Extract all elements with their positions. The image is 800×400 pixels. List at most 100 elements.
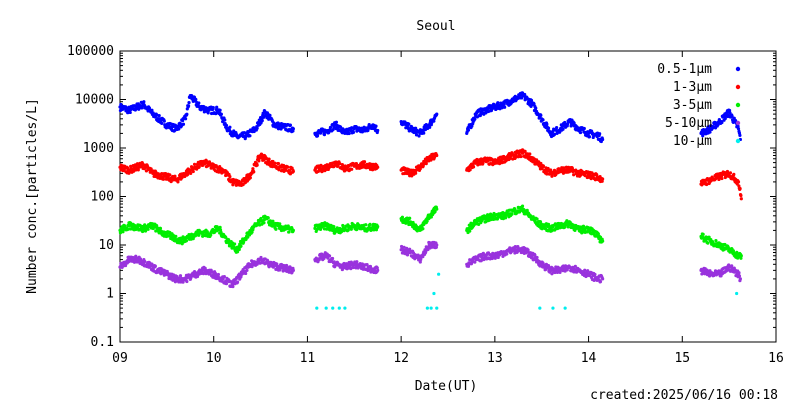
data-point	[552, 168, 557, 172]
data-point	[206, 111, 210, 115]
data-point	[513, 207, 517, 211]
data-point	[545, 122, 549, 126]
data-point	[235, 280, 240, 284]
x-tick-label: 10	[206, 351, 222, 366]
data-point	[291, 129, 295, 133]
x-tick-label: 14	[581, 351, 597, 366]
legend-label: 0.5-1μm	[657, 62, 712, 77]
data-point	[496, 255, 500, 260]
data-point	[237, 247, 241, 252]
data-point	[346, 228, 350, 232]
data-point	[708, 130, 712, 134]
data-point	[601, 137, 605, 142]
data-point	[286, 165, 290, 169]
legend-marker	[735, 120, 741, 126]
data-point	[330, 256, 335, 261]
data-point	[706, 241, 710, 245]
data-point	[136, 168, 140, 172]
data-point	[730, 114, 734, 118]
data-point	[736, 180, 741, 184]
data-point	[586, 269, 590, 273]
data-point	[197, 233, 201, 237]
data-point	[271, 219, 275, 223]
data-point	[338, 162, 342, 166]
data-point	[351, 265, 356, 270]
data-point	[331, 128, 335, 132]
data-point	[355, 227, 359, 232]
data-point	[739, 254, 743, 258]
data-point	[222, 274, 226, 279]
data-point	[535, 255, 539, 260]
data-point	[547, 224, 551, 228]
data-point	[355, 260, 359, 264]
data-point	[123, 263, 128, 268]
data-point	[228, 175, 232, 179]
data-point	[417, 134, 421, 138]
data-point	[239, 275, 243, 279]
data-point	[435, 306, 439, 310]
data-point	[561, 127, 565, 131]
data-point	[160, 121, 164, 126]
y-tick-label: 0.1	[91, 335, 114, 350]
data-point	[400, 215, 405, 219]
data-point	[177, 127, 181, 131]
data-point	[343, 131, 347, 136]
x-axis: 09 10 11 12 13 14 15 16	[112, 51, 784, 366]
data-point	[532, 102, 536, 106]
data-point	[583, 174, 587, 178]
y-tick-label: 100000	[67, 44, 114, 59]
data-point	[271, 159, 275, 164]
data-point	[273, 161, 277, 165]
data-point	[479, 259, 483, 263]
legend-label: 1-3μm	[673, 80, 712, 95]
data-point	[376, 128, 380, 133]
data-point	[195, 274, 200, 279]
data-point	[728, 171, 733, 175]
data-point	[318, 166, 322, 170]
data-point	[197, 101, 201, 105]
data-point	[267, 157, 271, 161]
data-point	[245, 268, 249, 272]
data-point	[365, 262, 369, 267]
data-point	[481, 217, 485, 221]
data-point	[278, 222, 282, 226]
data-point	[349, 227, 353, 231]
data-point	[435, 153, 439, 158]
data-point	[546, 126, 551, 130]
data-point	[701, 134, 705, 138]
y-tick-label: 100	[91, 190, 114, 205]
data-point	[739, 193, 743, 198]
data-point	[539, 113, 543, 117]
data-point	[291, 127, 295, 131]
data-point	[215, 105, 219, 109]
data-point	[739, 256, 743, 260]
data-point	[210, 270, 214, 274]
data-point	[424, 162, 428, 166]
data-point	[701, 232, 705, 236]
x-tick-label: 13	[487, 351, 503, 366]
data-point	[519, 154, 523, 159]
data-point	[218, 108, 222, 112]
data-point	[349, 267, 353, 271]
data-point	[150, 108, 154, 112]
data-point	[376, 268, 380, 272]
data-point	[428, 125, 432, 129]
data-point	[430, 245, 434, 249]
data-point	[351, 130, 356, 134]
data-point	[189, 171, 193, 176]
data-point	[414, 171, 418, 175]
data-point	[572, 173, 576, 177]
data-point	[601, 239, 605, 243]
data-point	[546, 264, 551, 268]
data-point	[126, 111, 130, 115]
data-point	[246, 235, 250, 239]
data-point	[432, 119, 436, 123]
data-point	[157, 114, 161, 118]
data-point	[187, 101, 191, 105]
data-point	[219, 112, 223, 116]
data-point	[435, 243, 439, 247]
data-point	[255, 163, 259, 167]
data-point	[541, 118, 545, 122]
x-tick-label: 16	[768, 351, 784, 366]
footer-created: created:2025/06/16 00:18	[590, 388, 778, 400]
